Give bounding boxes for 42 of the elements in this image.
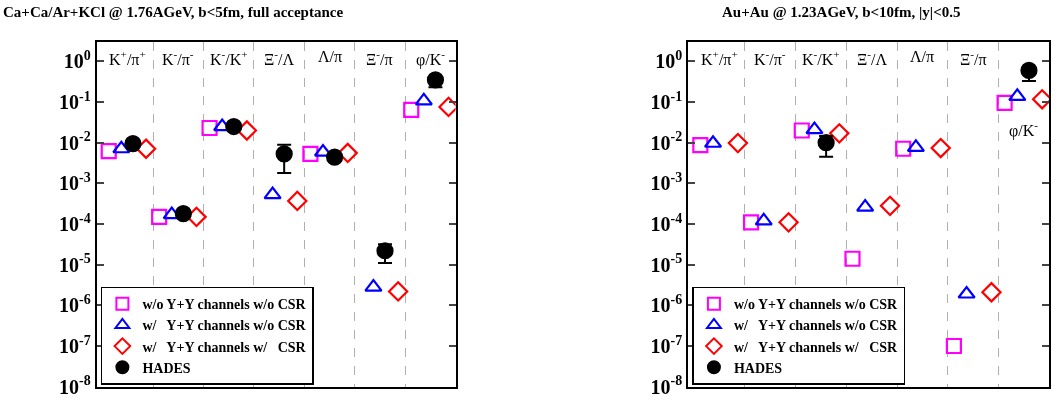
chart-title: Au+Au @ 1.23AGeV, b<10fm, |y|<0.5 bbox=[722, 4, 961, 20]
chart-title: Ca+Ca/Ar+KCl @ 1.76AGeV, b<5fm, full acceptance bbox=[3, 4, 344, 20]
legend-label: HADES bbox=[733, 360, 783, 376]
legend-label: w/ Y+Y channels w/o CSR bbox=[733, 318, 899, 334]
x-tick-label: K$^{+}$/π$^{+}$ bbox=[109, 48, 146, 68]
y-tick-label: 10$^{-7}$ bbox=[650, 332, 683, 357]
legend-label: w/o Y+Y channels w/o CSR bbox=[142, 297, 307, 313]
y-tick-label: 10$^{0}$ bbox=[63, 48, 91, 73]
x-tick-label: φ/K$^{-}$ bbox=[1009, 119, 1039, 140]
legend-label: w/ Y+Y channels w/ CSR bbox=[142, 339, 307, 355]
y-tick-label: 10$^{-3}$ bbox=[58, 169, 91, 195]
y-tick-label: 10$^{-6}$ bbox=[650, 291, 683, 317]
legend-label: HADES bbox=[142, 360, 191, 376]
x-tick-label: Λ/π bbox=[318, 48, 343, 65]
y-tick-label: 10$^{-8}$ bbox=[650, 373, 683, 398]
legend-label: w/ Y+Y channels w/o CSR bbox=[142, 318, 307, 334]
y-tick-label: 10$^{-5}$ bbox=[58, 251, 91, 276]
y-tick-label: 10$^{-3}$ bbox=[650, 169, 683, 195]
x-tick-label: K$^{+}$/π$^{+}$ bbox=[701, 48, 738, 68]
y-tick-label: 10$^{-4}$ bbox=[58, 210, 91, 236]
x-tick-label: K$^{-}$/K$^{+}$ bbox=[210, 48, 248, 68]
y-tick-label: 10$^{-1}$ bbox=[650, 88, 683, 114]
legend-label: w/ Y+Y channels w/ CSR bbox=[733, 339, 899, 355]
x-tick-label: Λ/π bbox=[910, 48, 935, 65]
y-tick-label: 10$^{-1}$ bbox=[58, 88, 91, 114]
y-tick-label: 10$^{0}$ bbox=[655, 48, 683, 73]
y-tick-label: 10$^{-7}$ bbox=[58, 332, 91, 357]
x-tick-label: K$^{-}$/π$^{-}$ bbox=[754, 48, 786, 68]
x-tick-label: Ξ$^{-}$/π bbox=[366, 48, 393, 68]
x-tick-label: Ξ$^{-}$/Λ bbox=[264, 48, 295, 68]
y-tick-label: 10$^{-8}$ bbox=[58, 373, 91, 398]
x-tick-label: φ/K$^{-}$ bbox=[416, 48, 446, 69]
y-tick-label: 10$^{-2}$ bbox=[58, 129, 91, 154]
x-tick-label: K$^{-}$/π$^{-}$ bbox=[162, 48, 194, 68]
y-tick-label: 10$^{-2}$ bbox=[650, 129, 683, 154]
x-tick-label: K$^{-}$/K$^{+}$ bbox=[802, 48, 840, 68]
y-tick-label: 10$^{-6}$ bbox=[58, 291, 91, 317]
legend-label: w/o Y+Y channels w/o CSR bbox=[733, 297, 899, 313]
x-tick-label: Ξ$^{-}$/Λ bbox=[857, 48, 888, 68]
y-tick-label: 10$^{-4}$ bbox=[650, 210, 683, 236]
y-tick-label: 10$^{-5}$ bbox=[650, 251, 683, 276]
x-tick-label: Ξ$^{-}$/π bbox=[960, 48, 987, 68]
